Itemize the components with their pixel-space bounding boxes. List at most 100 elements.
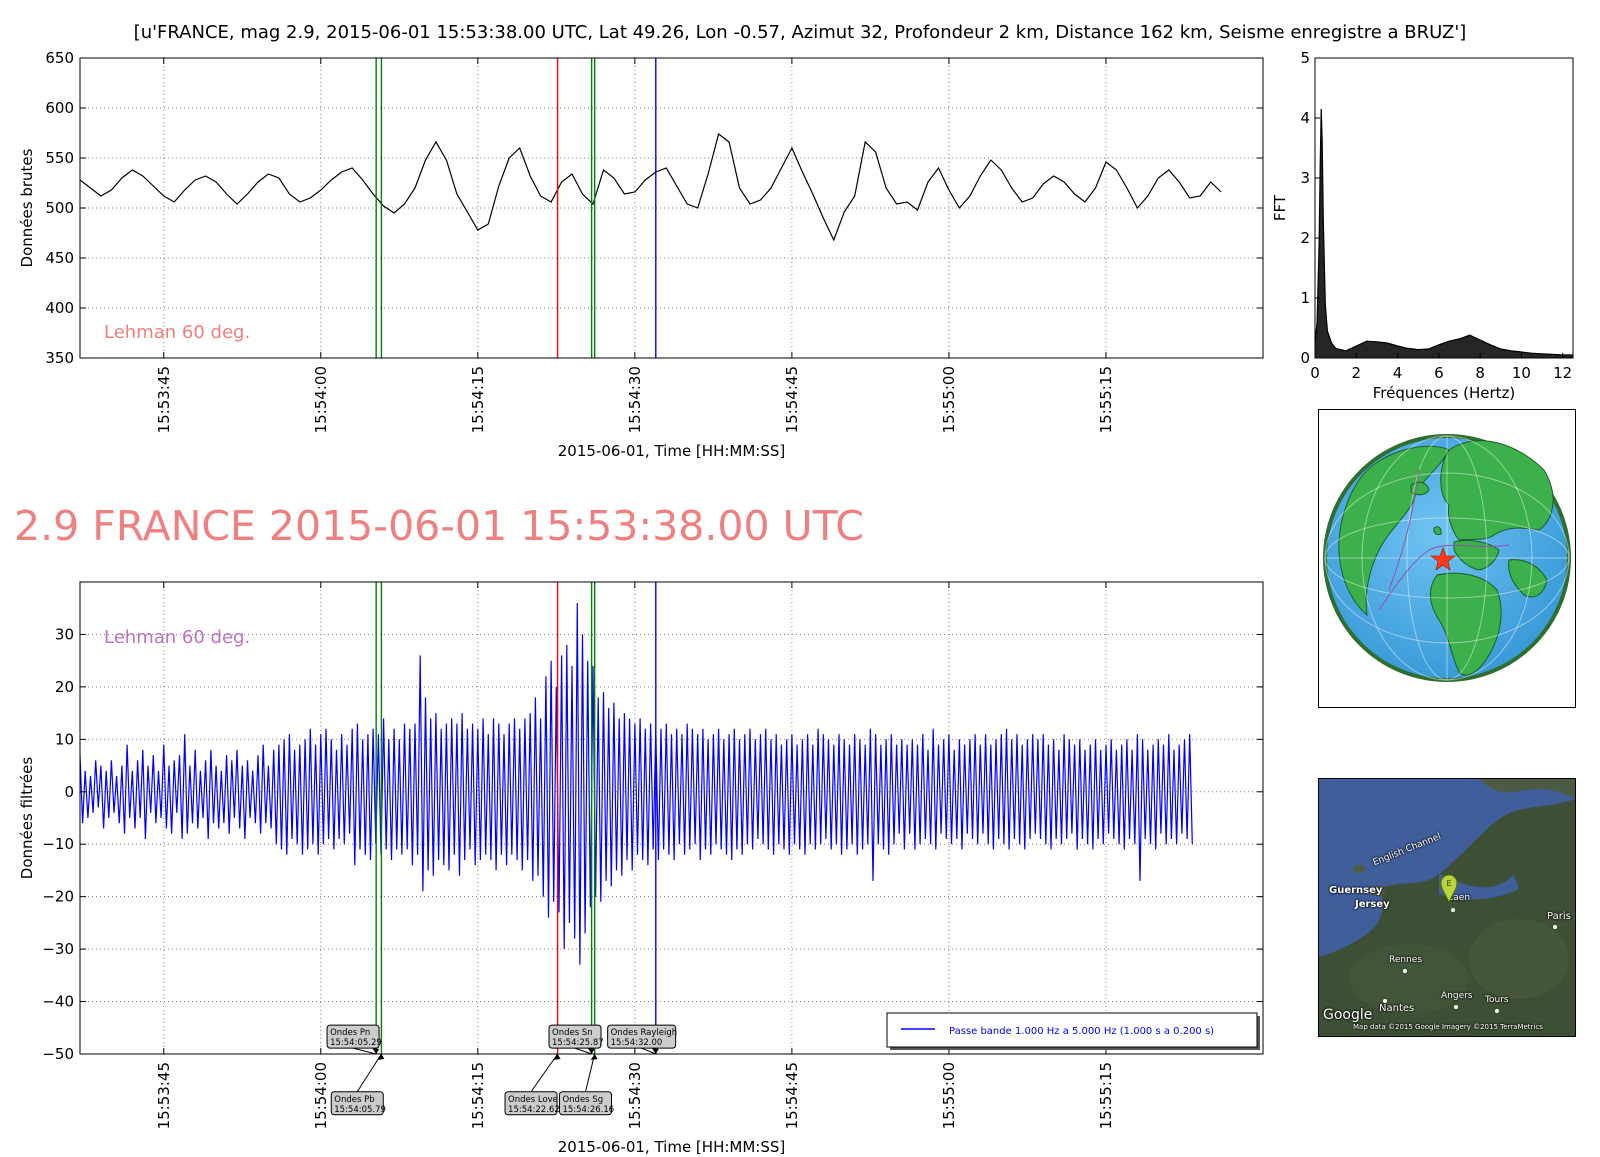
map-city-dot-caen [1451,908,1455,912]
fft-ytick-label-3: 3 [1300,169,1310,187]
fft-ytick-label-5: 5 [1300,49,1310,67]
fft-plot-area [1315,58,1573,358]
phase-label-box-0 [326,1024,380,1049]
filtered-lehman-annotation: Lehman 60 deg. [104,627,250,648]
filtered-ytick-label-2: −30 [42,940,74,958]
phase-label-time-5: 15:54:32.00 [611,1038,663,1048]
phase-arrow-1 [356,1053,382,1093]
raw-xtick-label-1: 15:54:00 [312,366,330,433]
raw-xlabel: 2015-06-01, Time [HH:MM:SS] [558,442,785,460]
phase-label-time-0: 15:54:05.29 [330,1038,382,1048]
phase-label-name-4: Ondes Sg [562,1095,603,1105]
phase-label-time-1: 15:54:05.79 [334,1105,386,1115]
filtered-ylabel: Données filtrées [18,757,36,880]
fft-ytick-label-2: 2 [1300,229,1310,247]
raw-xtick-label-4: 15:54:45 [783,366,801,433]
filtered-xtick-label-3: 15:54:30 [626,1062,644,1129]
filtered-ytick-label-4: −10 [42,835,74,853]
fft-xtick-label-1: 2 [1352,364,1362,382]
legend-label: Passe bande 1.000 Hz a 5.000 Hz (1.000 s… [949,1026,1214,1037]
globe-plate-boundaries [1378,469,1510,611]
raw-ytick-label-5: 600 [45,99,74,117]
filtered-frame [79,581,1264,1055]
phase-arrowhead-1 [377,1054,385,1060]
phase-label-time-3: 15:54:22.62 [508,1105,560,1115]
raw-xtick-label-3: 15:54:30 [626,366,644,433]
filtered-trace [80,602,1193,965]
phase-label-name-0: Ondes Pn [330,1028,370,1038]
map-city-dot-paris [1553,925,1557,929]
raw-ylabel: Données brutes [18,148,36,267]
fft-xtick-label-4: 8 [1475,364,1485,382]
filtered-xtick-label-2: 15:54:15 [469,1062,487,1129]
fft-xtick-label-5: 10 [1512,364,1531,382]
fft-spectrum-line [1314,108,1573,356]
map-label-angers: Angers [1441,991,1473,1001]
map-pin-letter: E [1446,879,1451,888]
phase-label-box-5 [607,1024,677,1049]
raw-ytick-label-2: 450 [45,249,74,267]
filtered-ytick-label-6: 10 [55,730,74,748]
raw-xtick-label-5: 15:55:00 [940,366,958,433]
event-headline: 2.9 FRANCE 2015-06-01 15:53:38.00 UTC [14,502,864,550]
filtered-xtick-label-6: 15:55:15 [1097,1062,1115,1129]
map-label-tours: Tours [1485,995,1509,1005]
phase-arrow-2 [574,1047,592,1055]
map-pin-icon: E [1440,874,1458,903]
raw-ytick-label-3: 500 [45,199,74,217]
fft-xtick-label-3: 6 [1434,364,1444,382]
fft-frame [1314,57,1574,359]
satellite-terrain [1319,779,1575,1036]
filtered-xtick-label-4: 15:54:45 [783,1062,801,1129]
raw-ytick-label-0: 350 [45,349,74,367]
phase-label-box-1 [330,1091,384,1116]
map-city-dot-nantes [1383,999,1387,1003]
raw-xtick-label-6: 15:55:15 [1097,366,1115,433]
raw-data-axes: 350 400 450 500 550 600 650 15:53:45 15:54:00 15:… [18,49,1264,460]
map-label-guernsey: Guernsey [1329,885,1383,896]
raw-trace [80,132,1222,242]
google-logo: Google [1323,1007,1373,1023]
phase-arrow-5 [641,1047,656,1055]
map-city-dot-rennes [1403,969,1407,973]
phase-label-time-2: 15:54:25.87 [552,1038,604,1048]
raw-lehman-annotation: Lehman 60 deg. [104,322,250,343]
fft-xtick-label-6: 12 [1553,364,1572,382]
filtered-data-axes: −50 −40 −30 −20 −10 0 10 20 30 15:53:45 15:54:00 15… [18,581,1264,1156]
phase-label-name-5: Ondes Rayleigh [611,1028,678,1038]
fft-ytick-label-4: 4 [1300,109,1310,127]
phase-label-box-3 [504,1091,558,1116]
phase-label-time-4: 15:54:26.16 [562,1105,614,1115]
phase-label-box-4 [558,1091,612,1116]
fft-ytick-label-1: 1 [1300,289,1310,307]
raw-ytick-label-4: 550 [45,149,74,167]
phase-arrow-0 [352,1047,377,1055]
fft-xtick-label-2: 4 [1393,364,1403,382]
legend-box [886,1012,1258,1048]
phase-arrowhead-2 [587,1048,595,1054]
filtered-ytick-label-5: 0 [64,783,74,801]
filtered-xlabel: 2015-06-01, Time [HH:MM:SS] [558,1138,785,1156]
filtered-plot-area [80,582,1263,1054]
raw-ytick-label-6: 650 [45,49,74,67]
phase-arrow-3 [530,1053,559,1093]
filtered-xtick-label-0: 15:53:45 [155,1062,173,1129]
filtered-xtick-label-1: 15:54:00 [312,1062,330,1129]
raw-ytick-label-1: 400 [45,299,74,317]
raw-xtick-label-0: 15:53:45 [155,366,173,433]
figure-suptitle: [u'FRANCE, mag 2.9, 2015-06-01 15:53:38.… [134,22,1467,43]
globe-continents [1338,440,1554,676]
map-label-rennes: Rennes [1389,955,1423,965]
phase-arrowhead-0 [372,1048,380,1054]
globe-inset [1318,409,1576,708]
map-label-caen: Caen [1447,893,1471,903]
fft-ytick-label-0: 0 [1300,349,1310,367]
raw-xtick-label-2: 15:54:15 [469,366,487,433]
phase-label-name-2: Ondes Sn [552,1028,593,1038]
filtered-xtick-label-5: 15:55:00 [940,1062,958,1129]
phase-arrow-4 [584,1053,596,1092]
fft-ylabel: FFT [1271,194,1289,221]
epicenter-star-icon [1430,547,1456,571]
